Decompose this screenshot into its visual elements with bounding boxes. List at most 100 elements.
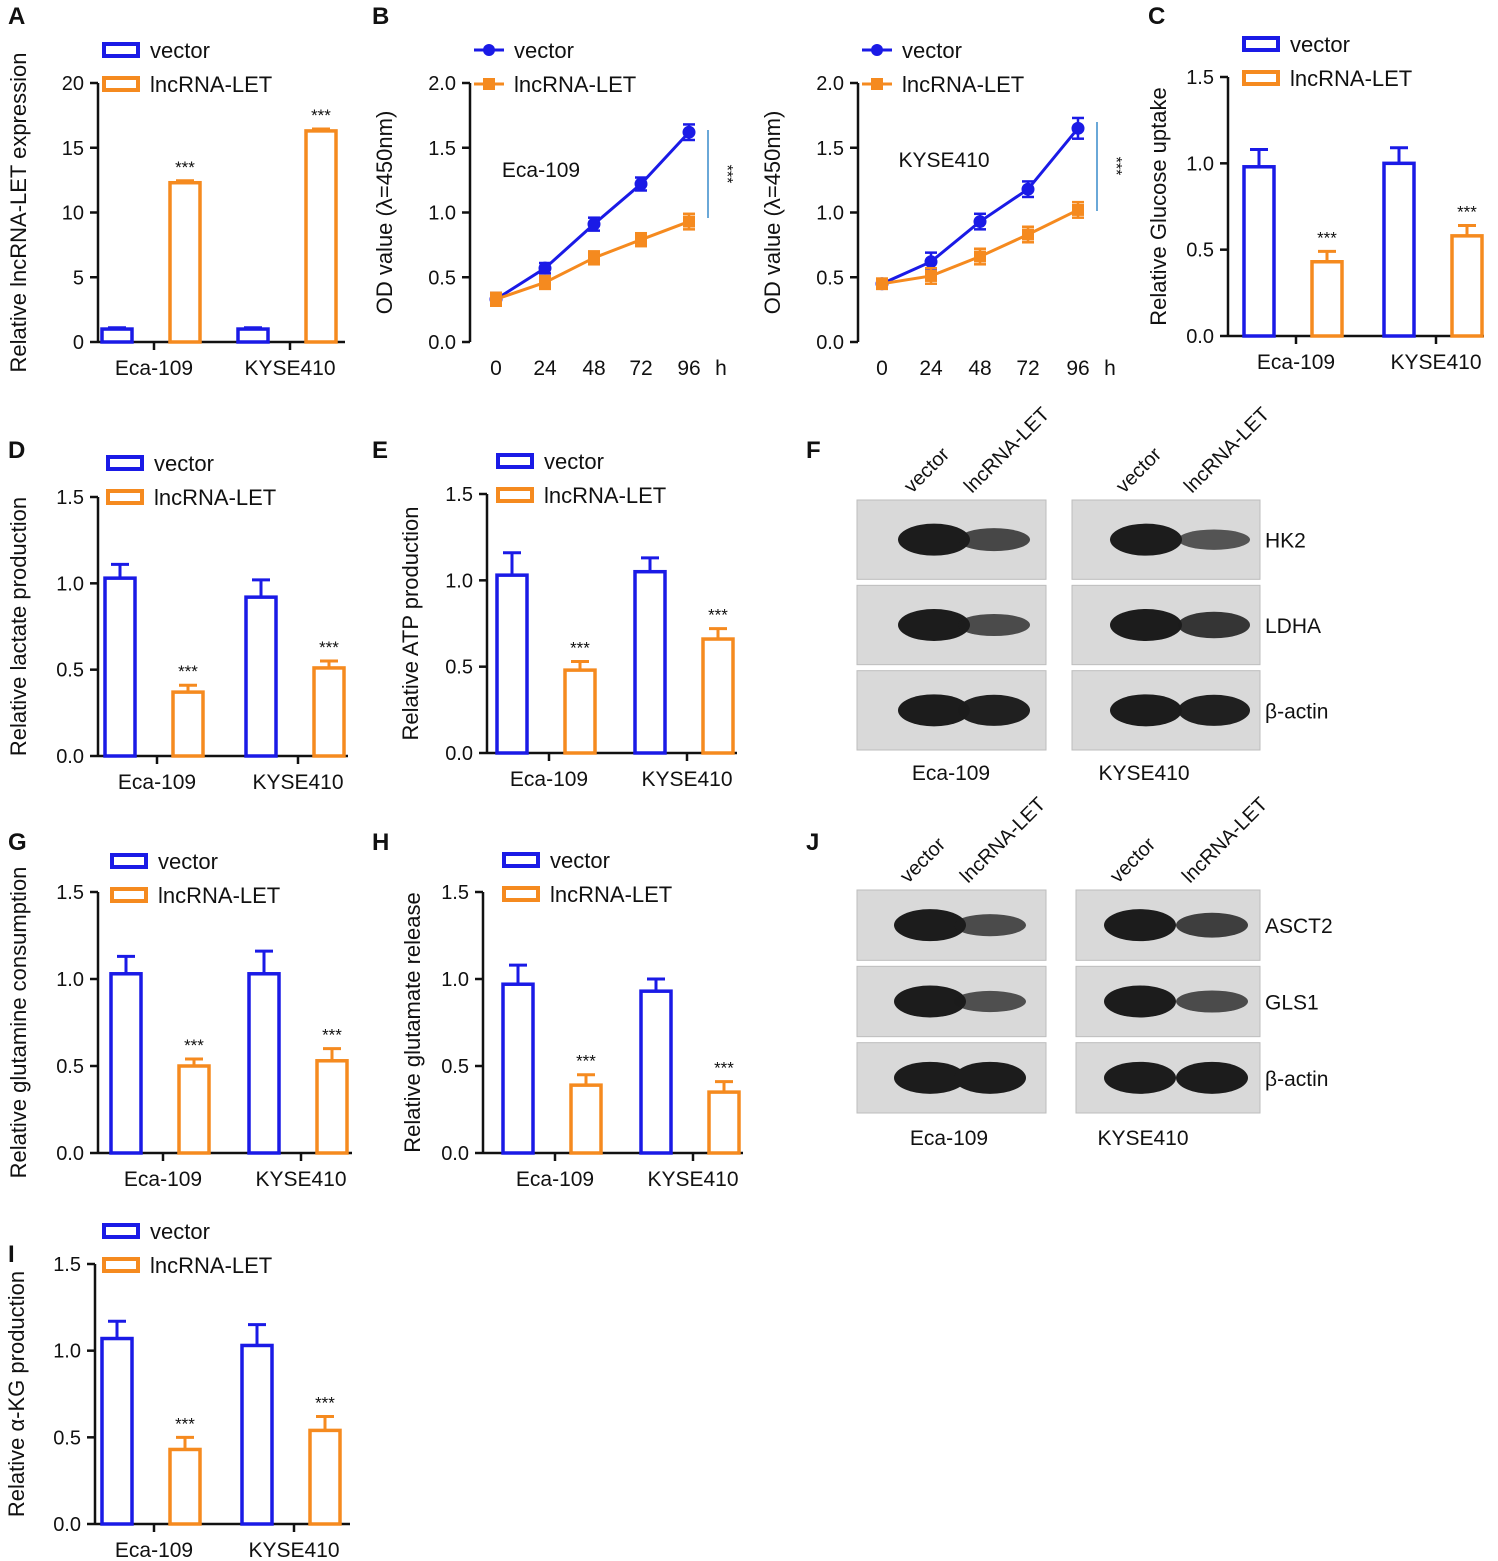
lane-label: lncRNA-LET — [1180, 403, 1274, 497]
y-tick-label: 0.5 — [816, 267, 844, 289]
bar-vector-eca-109 — [103, 576, 137, 758]
cell-line-label: KYSE410 — [898, 149, 989, 172]
legend-vector-label: vector — [902, 38, 962, 63]
y-axis-title: Relative glutamate release — [400, 892, 425, 1152]
panel-letters: A B C D E F G H J I — [8, 3, 1165, 1268]
band-hk2-kyse410-lncrna-let — [1178, 529, 1250, 550]
bar-vector-eca-109 — [109, 972, 143, 1155]
significance-label: *** — [175, 158, 195, 177]
significance-label: *** — [576, 1052, 596, 1071]
point-lncrna-let-0h — [876, 277, 888, 290]
y-tick-label: 1.5 — [1186, 67, 1214, 89]
x-tick-label: KYSE410 — [1390, 351, 1481, 374]
bar-vector-kyse410 — [1382, 161, 1416, 338]
y-tick-label: 0.0 — [56, 1143, 84, 1165]
cell-line-label: Eca-109 — [910, 1127, 988, 1150]
bar-lncrna-let-kyse410 — [701, 637, 735, 755]
x-tick-label: Eca-109 — [115, 357, 193, 380]
band-asct2-eca-109-lncrna-let — [954, 914, 1026, 937]
y-tick-label: 2.0 — [816, 73, 844, 95]
band-asct2-kyse410-lncrna-let — [1176, 912, 1248, 938]
y-tick-label: 1.5 — [53, 1254, 81, 1276]
significance-label: *** — [319, 638, 339, 657]
x-axis-unit: h — [715, 357, 727, 380]
band-gls1-eca-109-vector — [894, 985, 966, 1018]
legend-lncrna-let-marker — [871, 78, 883, 90]
panel-letter-i: I — [8, 1241, 15, 1268]
point-lncrna-let-96h — [683, 215, 695, 228]
y-tick-label: 1.0 — [428, 203, 456, 225]
legend-vector-swatch — [102, 42, 140, 58]
point-vector-24h — [924, 255, 938, 269]
legend-vector-swatch — [110, 853, 148, 869]
legend-vector-label: vector — [158, 849, 218, 874]
y-tick-label: 1.0 — [445, 570, 473, 592]
point-lncrna-let-48h — [974, 250, 986, 263]
bar-lncrna-let-eca-109 — [168, 1447, 202, 1526]
legend-lncrna-let-label: lncRNA-LET — [514, 72, 636, 97]
panel-letter-h: H — [372, 829, 389, 856]
legend-lncrna-let-label: lncRNA-LET — [544, 483, 666, 508]
blot-row-label: LDHA — [1265, 615, 1321, 638]
lane-label: lncRNA-LET — [960, 403, 1054, 497]
x-tick-label: KYSE410 — [244, 357, 335, 380]
band-asct2-kyse410-vector — [1104, 909, 1176, 942]
y-tick-label: 1.5 — [816, 138, 844, 160]
band-asct2-eca-109-vector — [894, 909, 966, 942]
y-tick-label: 0 — [73, 332, 84, 354]
y-axis-title: Relative α-KG production — [4, 1271, 29, 1517]
y-tick-label: 1.0 — [1186, 153, 1214, 175]
point-vector-96h — [682, 125, 696, 139]
y-tick-label: 0.0 — [56, 746, 84, 768]
significance-label: *** — [718, 165, 735, 184]
panel-letter-a: A — [8, 3, 25, 30]
x-tick-label: KYSE410 — [647, 1168, 738, 1191]
bar-vector-eca-109 — [495, 573, 529, 755]
band-ldha-eca-109-lncrna-let — [958, 613, 1030, 637]
legend-vector-label: vector — [1290, 32, 1350, 57]
band-ldha-eca-109-vector — [898, 609, 970, 641]
bar-vector-eca-109 — [1242, 165, 1276, 338]
y-tick-label: 0.5 — [1186, 240, 1214, 262]
chart-b: 0.0 0.5 1.0 1.5 2.0 OD value (λ=450nm) 0 24 48 72… — [372, 38, 735, 380]
y-tick-label: 0.0 — [816, 332, 844, 354]
y-axis-title: Relative ATP production — [398, 507, 423, 741]
y-tick-label: 1.5 — [56, 487, 84, 509]
legend-lncrna-let-swatch — [496, 487, 534, 503]
x-tick-label: 96 — [677, 357, 700, 380]
y-tick-label: 1.0 — [816, 203, 844, 225]
legend-lncrna-let-label: lncRNA-LET — [154, 485, 276, 510]
lane-label: lncRNA-LET — [1178, 793, 1272, 887]
bar-vector-eca-109 — [501, 982, 535, 1155]
cell-line-label: KYSE410 — [1097, 1127, 1188, 1150]
legend-lncrna-let-label: lncRNA-LET — [1290, 66, 1412, 91]
y-tick-label: 0.5 — [53, 1427, 81, 1449]
y-tick-label: 0.5 — [445, 657, 473, 679]
point-lncrna-let-48h — [588, 251, 600, 264]
blot-row-label: β-actin — [1265, 700, 1328, 723]
bar-vector-eca-109 — [100, 327, 134, 344]
band-ldha-kyse410-vector — [1110, 609, 1182, 641]
y-tick-label: 0.5 — [56, 1056, 84, 1078]
lane-label: lncRNA-LET — [956, 793, 1050, 887]
y-tick-label: 1.5 — [441, 882, 469, 904]
legend-lncrna-let-label: lncRNA-LET — [150, 1253, 272, 1278]
x-tick-label: 72 — [629, 357, 652, 380]
legend-lncrna-let-swatch — [1242, 70, 1280, 86]
band--actin-kyse410-lncrna-let — [1178, 694, 1250, 726]
cell-line-label: Eca-109 — [502, 159, 580, 182]
bar-vector-kyse410 — [247, 972, 281, 1155]
y-tick-label: 0.0 — [445, 743, 473, 765]
point-vector-24h — [538, 261, 552, 275]
x-tick-label: 96 — [1066, 357, 1089, 380]
y-axis-title: OD value (λ=450nm) — [760, 111, 785, 315]
legend-vector-label: vector — [154, 451, 214, 476]
x-tick-label: KYSE410 — [252, 771, 343, 794]
y-tick-label: 0.0 — [428, 332, 456, 354]
y-tick-label: 0.0 — [53, 1514, 81, 1536]
legend-vector-label: vector — [150, 1219, 210, 1244]
band--actin-eca-109-lncrna-let — [954, 1061, 1026, 1094]
legend-lncrna-let-label: lncRNA-LET — [902, 72, 1024, 97]
bar-lncrna-let-eca-109 — [171, 690, 205, 758]
x-tick-label: 24 — [533, 357, 557, 380]
